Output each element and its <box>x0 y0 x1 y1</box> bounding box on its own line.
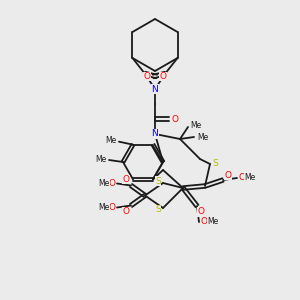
Text: S: S <box>155 176 161 185</box>
Text: O: O <box>172 115 178 124</box>
Text: O: O <box>159 72 166 81</box>
Text: O: O <box>224 170 232 179</box>
Text: Me: Me <box>105 136 117 145</box>
Text: Me: Me <box>98 203 110 212</box>
Text: Me: Me <box>190 121 202 130</box>
Text: S: S <box>155 206 161 214</box>
Text: N: N <box>152 130 158 139</box>
Text: O: O <box>122 207 130 216</box>
Text: O: O <box>238 173 245 182</box>
Text: O: O <box>144 72 151 81</box>
Text: N: N <box>152 85 158 94</box>
Text: O: O <box>200 218 208 226</box>
Text: O: O <box>197 208 205 217</box>
Text: O: O <box>109 179 116 188</box>
Text: Me: Me <box>207 218 219 226</box>
Text: Me: Me <box>197 133 208 142</box>
Text: O: O <box>122 175 130 184</box>
Text: Me: Me <box>98 179 110 188</box>
Text: Me: Me <box>95 154 106 164</box>
Text: S: S <box>212 160 218 169</box>
Text: Me: Me <box>244 173 256 182</box>
Text: O: O <box>109 203 116 212</box>
